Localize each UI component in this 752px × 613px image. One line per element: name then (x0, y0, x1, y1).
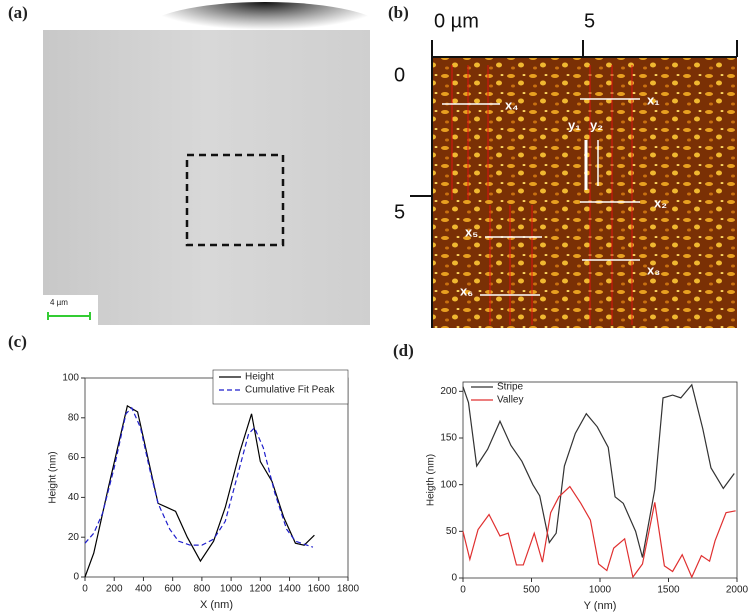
marker-label: x₆ (460, 283, 473, 298)
y-tick-label: 100 (62, 373, 79, 384)
marker-label: x₁ (647, 92, 660, 107)
plot-frame (462, 381, 738, 579)
x-axis-label: Y (nm) (584, 600, 617, 612)
y-tick-label: 40 (68, 492, 80, 503)
x-tick-label: 1800 (337, 584, 360, 595)
data-line (84, 406, 314, 548)
y-tick-label: 50 (446, 526, 458, 537)
x-tick-label: 1400 (278, 584, 301, 595)
marker-label: y₂ (590, 117, 603, 132)
data-line (84, 404, 315, 578)
x-tick-label: 400 (135, 584, 152, 595)
marker-label: x₂ (654, 195, 667, 210)
axis-label: 5 (394, 201, 405, 223)
plot-frame (84, 377, 349, 578)
x-tick-label: 1500 (657, 585, 680, 596)
x-tick-label: 0 (82, 584, 88, 595)
x-tick-label: 2000 (726, 585, 749, 596)
x-tick-label: 500 (523, 585, 540, 596)
panel-label: (c) (8, 332, 27, 351)
legend-label: Stripe (497, 382, 524, 393)
sem-image: 4 µm (43, 2, 385, 325)
y-tick-label: 60 (68, 452, 80, 463)
marker-label: x₄ (505, 97, 518, 112)
axis-label: 0 µm (434, 10, 479, 32)
marker-label: x₅ (465, 224, 478, 239)
y-tick-label: 20 (68, 532, 80, 543)
data-line (462, 383, 735, 558)
panel-label: (b) (388, 3, 409, 22)
marker-label: y₁ (568, 117, 581, 132)
y-tick-label: 150 (440, 433, 457, 444)
y-tick-label: 200 (440, 386, 457, 397)
panel-label: (a) (8, 3, 28, 22)
scale-label: 4 µm (50, 298, 68, 307)
axis-label: 5 (584, 10, 595, 32)
x-tick-label: 1000 (589, 585, 612, 596)
marker-label: x₃ (647, 262, 660, 277)
y-tick-label: 100 (440, 479, 457, 490)
legend-label: Valley (497, 395, 524, 406)
y-tick-label: 80 (68, 412, 80, 423)
x-tick-label: 0 (460, 585, 466, 596)
x-axis-label: X (nm) (200, 599, 233, 611)
legend-label: Cumulative Fit Peak (245, 385, 335, 396)
x-tick-label: 600 (164, 584, 181, 595)
x-tick-label: 1200 (249, 584, 272, 595)
x-tick-label: 1600 (308, 584, 331, 595)
panel-label: (d) (393, 341, 414, 360)
y-axis-label: Height (nm) (48, 451, 59, 503)
x-tick-label: 1000 (220, 584, 243, 595)
x-tick-label: 200 (106, 584, 123, 595)
y-axis-label: Heigth (nm) (426, 454, 437, 506)
axis-label: 0 (394, 64, 405, 86)
x-tick-label: 800 (194, 584, 211, 595)
legend-box (212, 369, 349, 405)
y-tick-label: 0 (451, 573, 457, 584)
y-tick-label: 0 (73, 572, 79, 583)
legend-label: Height (245, 372, 274, 383)
data-line (462, 485, 736, 579)
afm-image: 0 µm 5 0 5 x₁ y₁ y₂ x₂ x₃ x₄ x₅ x₆ (394, 10, 738, 328)
